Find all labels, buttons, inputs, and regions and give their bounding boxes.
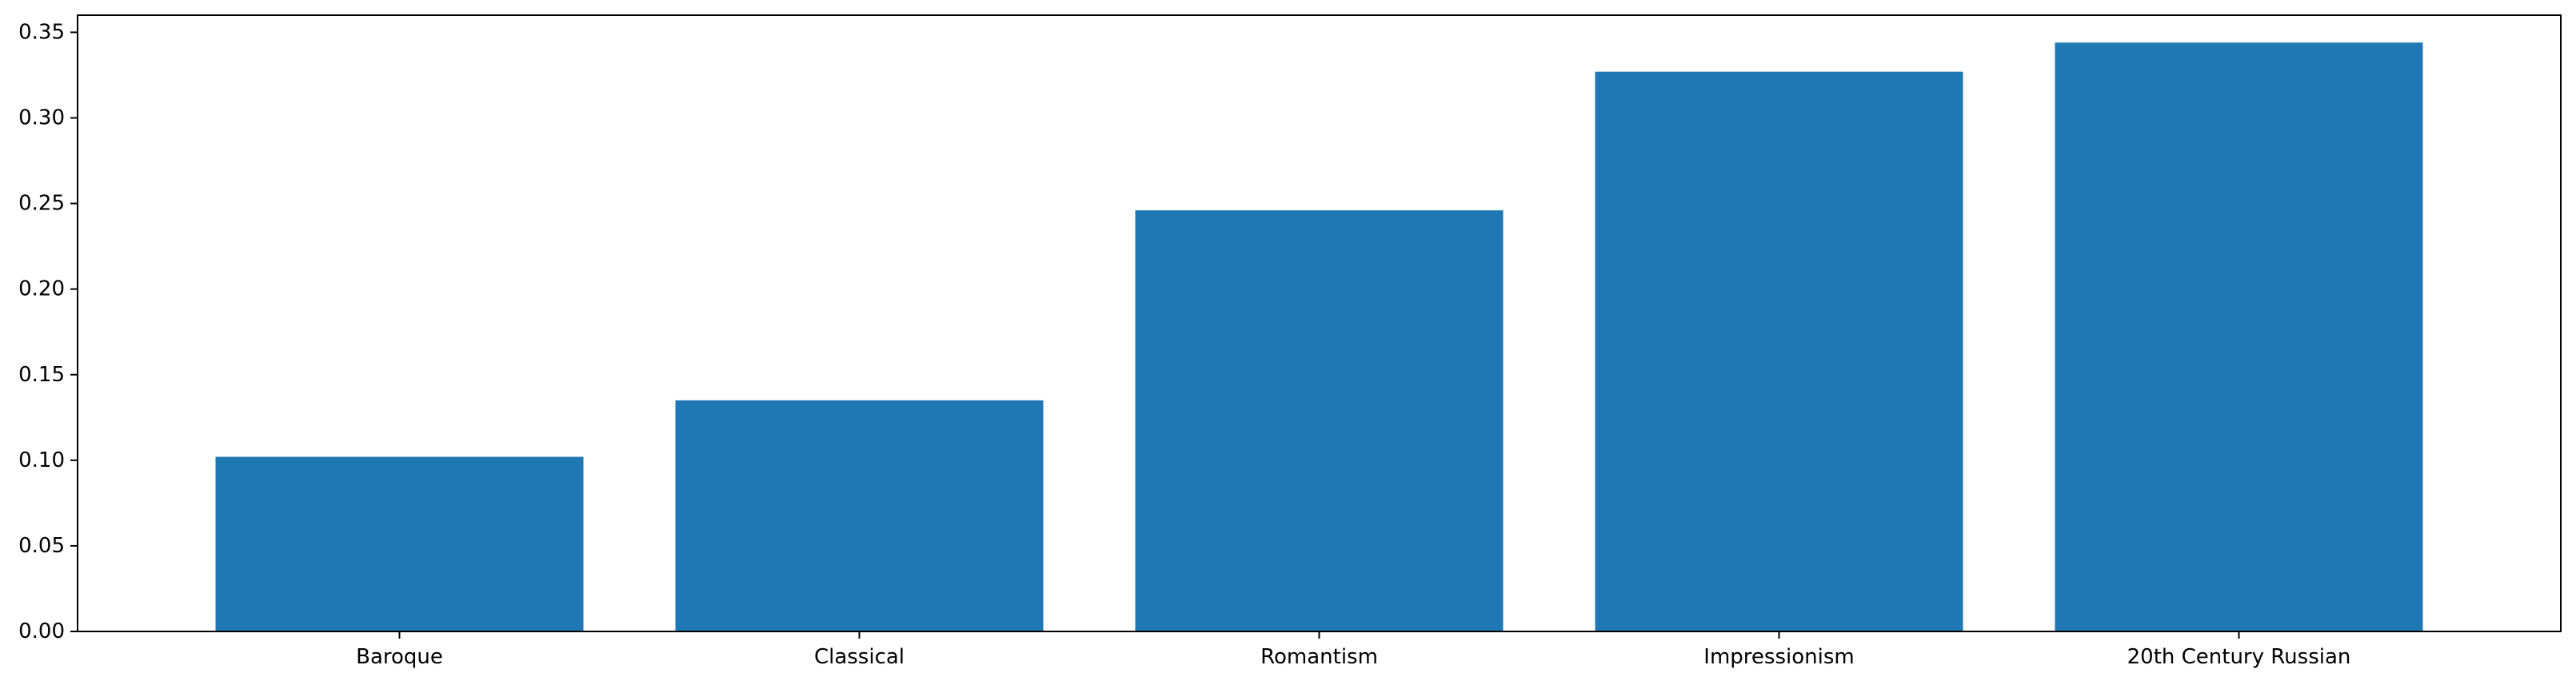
y-tick-label: 0.05 <box>18 534 65 558</box>
y-tick-label: 0.20 <box>18 277 65 301</box>
bars-group <box>215 42 2423 632</box>
x-tick-label: Romantism <box>1260 645 1378 669</box>
plot-frame <box>77 14 2562 632</box>
bar-20th-century-russian <box>2055 42 2423 632</box>
x-tick-label: Impressionism <box>1703 645 1854 669</box>
y-tick-label: 0.25 <box>18 192 65 216</box>
y-tick-label: 0.30 <box>18 106 65 130</box>
y-tick-label: 0.35 <box>18 20 65 44</box>
y-axis: 0.00 0.05 0.10 0.15 0.20 0.25 0.30 0.35 <box>18 20 78 643</box>
x-tick-label: Baroque <box>356 645 443 669</box>
y-tick-label: 0.00 <box>18 619 65 643</box>
y-tick-label: 0.10 <box>18 448 65 472</box>
bar-baroque <box>215 456 584 631</box>
x-axis: Baroque Classical Romantism Impressionism 20… <box>356 631 2350 669</box>
bar-impressionism <box>1595 71 1963 632</box>
x-tick-label: 20th Century Russian <box>2127 645 2351 669</box>
x-tick-label: Classical <box>814 645 905 669</box>
bar-classical <box>675 400 1044 631</box>
bar-romantism <box>1135 210 1504 631</box>
y-tick-label: 0.15 <box>18 363 65 387</box>
